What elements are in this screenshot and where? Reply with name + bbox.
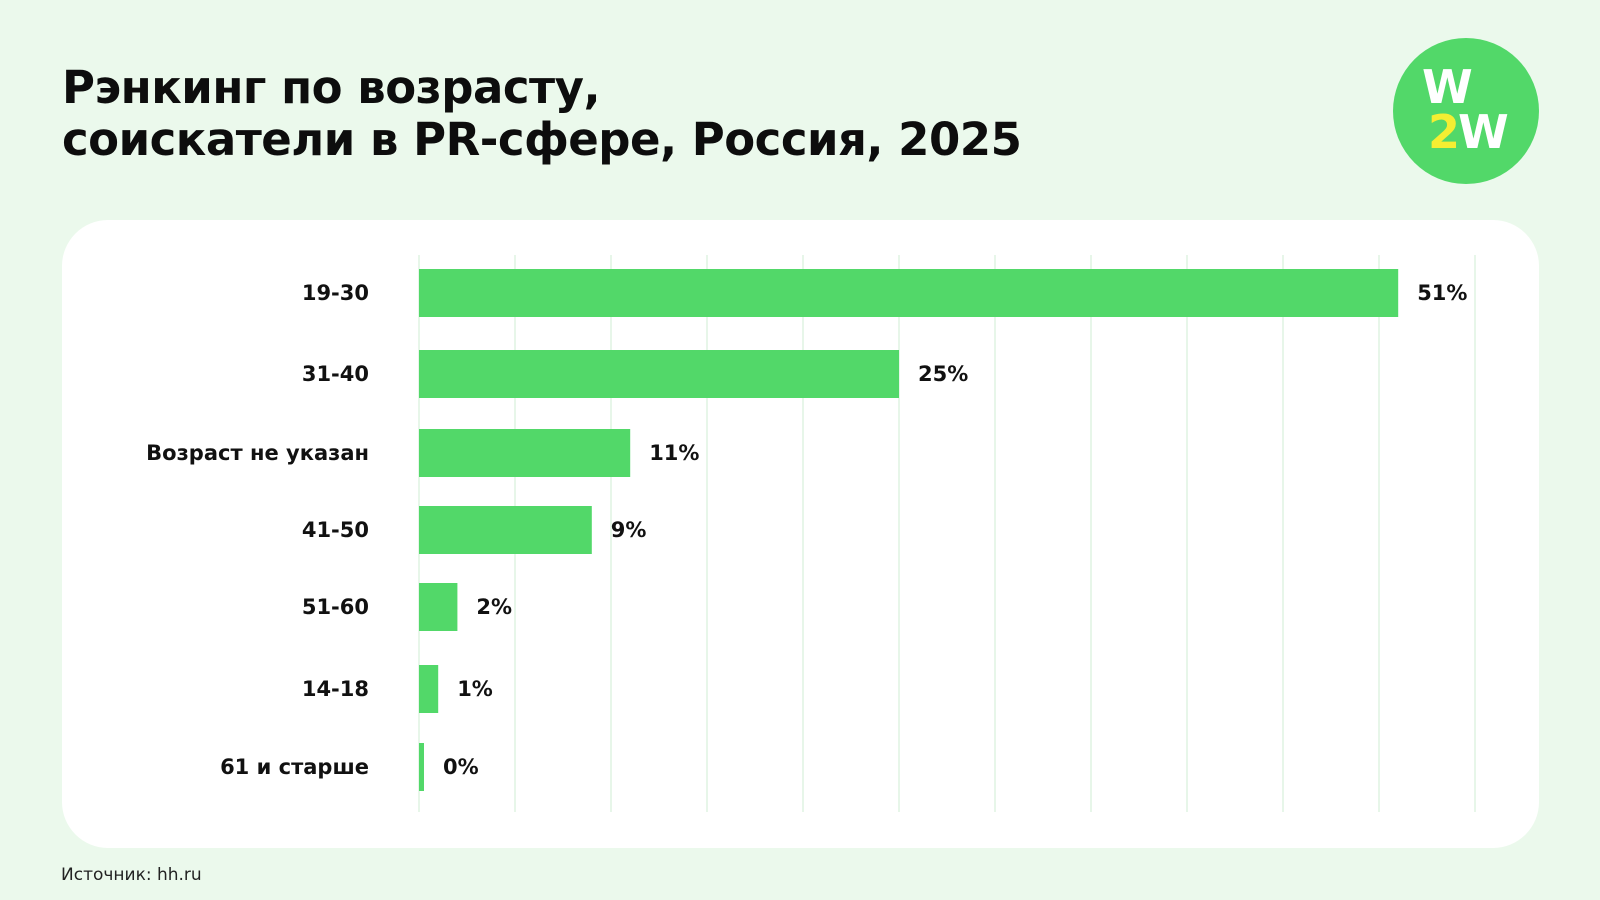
- category-label-0: 19-30: [302, 281, 369, 305]
- category-label-5: 14-18: [302, 677, 369, 701]
- logo-second-line: 2W: [1428, 109, 1509, 155]
- chart-title: Рэнкинг по возрасту, соискатели в PR-сфе…: [62, 61, 1022, 166]
- w2w-logo: W 2W: [1393, 38, 1539, 184]
- value-label-0: 51%: [1417, 281, 1467, 305]
- value-label-6: 0%: [443, 755, 479, 779]
- grid-lines: [418, 255, 1476, 812]
- labels: 19-30 51% 31-40 25% Возраст не указан 11% 41-5…: [146, 281, 1467, 779]
- source-note: Источник: hh.ru: [61, 865, 202, 885]
- logo-letter-w: W: [1422, 60, 1473, 114]
- logo-digit-2: 2: [1428, 105, 1460, 159]
- chart-panel: 19-30 51% 31-40 25% Возраст не указан 11% 41-5…: [62, 220, 1539, 848]
- bar-2: [419, 429, 631, 477]
- category-label-4: 51-60: [302, 595, 369, 619]
- value-label-1: 25%: [918, 362, 968, 386]
- value-label-5: 1%: [457, 677, 493, 701]
- category-label-3: 41-50: [302, 518, 369, 542]
- bars: [419, 269, 1399, 791]
- value-label-4: 2%: [476, 595, 512, 619]
- bar-3: [419, 506, 592, 554]
- bar-0: [419, 269, 1399, 317]
- chart-title-line-1: Рэнкинг по возрасту,: [62, 61, 601, 114]
- logo-letter-w-second: W: [1458, 105, 1509, 159]
- bar-5: [419, 665, 439, 713]
- category-label-6: 61 и старше: [220, 755, 369, 779]
- value-label-2: 11%: [649, 441, 699, 465]
- bar-4: [419, 583, 458, 631]
- category-label-2: Возраст не указан: [146, 441, 369, 465]
- bar-chart: 19-30 51% 31-40 25% Возраст не указан 11% 41-5…: [146, 255, 1476, 812]
- chart-title-line-2: соискатели в PR-сфере, Россия, 2025: [62, 113, 1022, 166]
- bar-6: [419, 743, 424, 791]
- value-label-3: 9%: [611, 518, 647, 542]
- category-label-1: 31-40: [302, 362, 369, 386]
- bar-1: [419, 350, 899, 398]
